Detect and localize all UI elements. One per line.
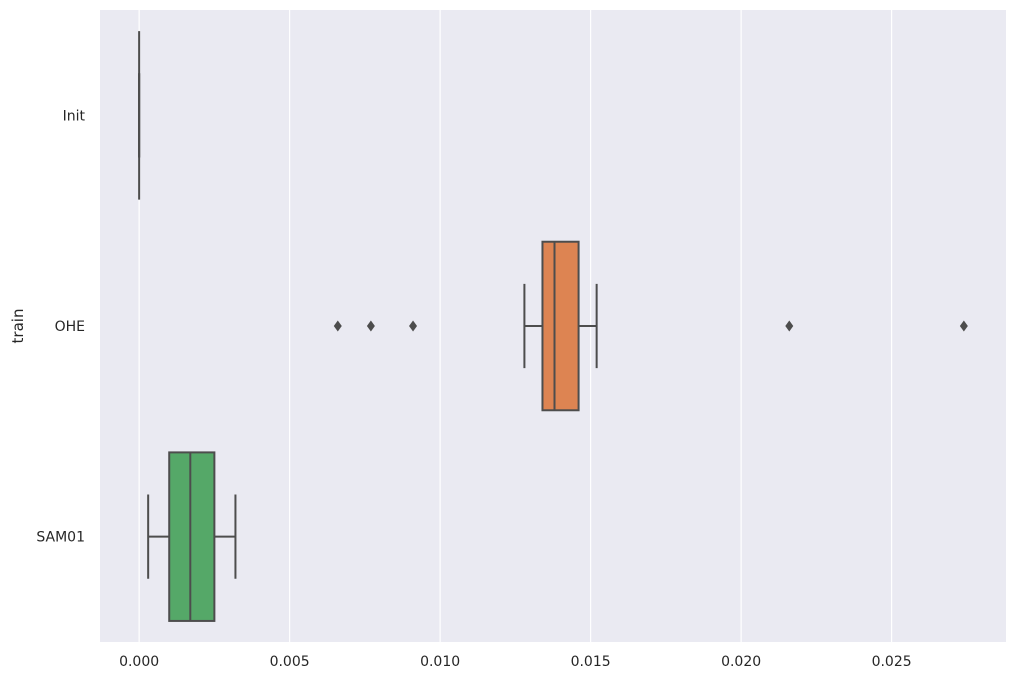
outlier-ohe-4 <box>959 320 968 332</box>
y-axis-category-labels: Init OHE SAM01 <box>36 108 85 545</box>
x-tick-label: 0.005 <box>270 654 310 670</box>
y-axis-label: train <box>9 309 27 344</box>
x-axis-tick-labels: 0.000 0.005 0.010 0.015 0.020 0.025 <box>119 654 912 670</box>
box-group-ohe <box>333 240 968 412</box>
outlier-ohe-0 <box>333 320 342 332</box>
box-ohe <box>541 240 580 412</box>
outlier-ohe-2 <box>409 320 418 332</box>
y-tick-label-ohe: OHE <box>55 319 85 335</box>
outlier-ohe-3 <box>785 320 794 332</box>
x-tick-label: 0.000 <box>119 654 159 670</box>
x-tick-label: 0.025 <box>872 654 912 670</box>
box-sam01 <box>168 451 216 622</box>
x-tick-label: 0.010 <box>420 654 460 670</box>
box-group-sam01 <box>147 451 237 622</box>
y-tick-label-sam01: SAM01 <box>36 530 85 546</box>
boxes <box>138 31 968 622</box>
x-tick-label: 0.015 <box>571 654 611 670</box>
y-tick-label-init: Init <box>63 108 86 124</box>
x-tick-label: 0.020 <box>721 654 761 670</box>
outlier-ohe-1 <box>366 320 375 332</box>
